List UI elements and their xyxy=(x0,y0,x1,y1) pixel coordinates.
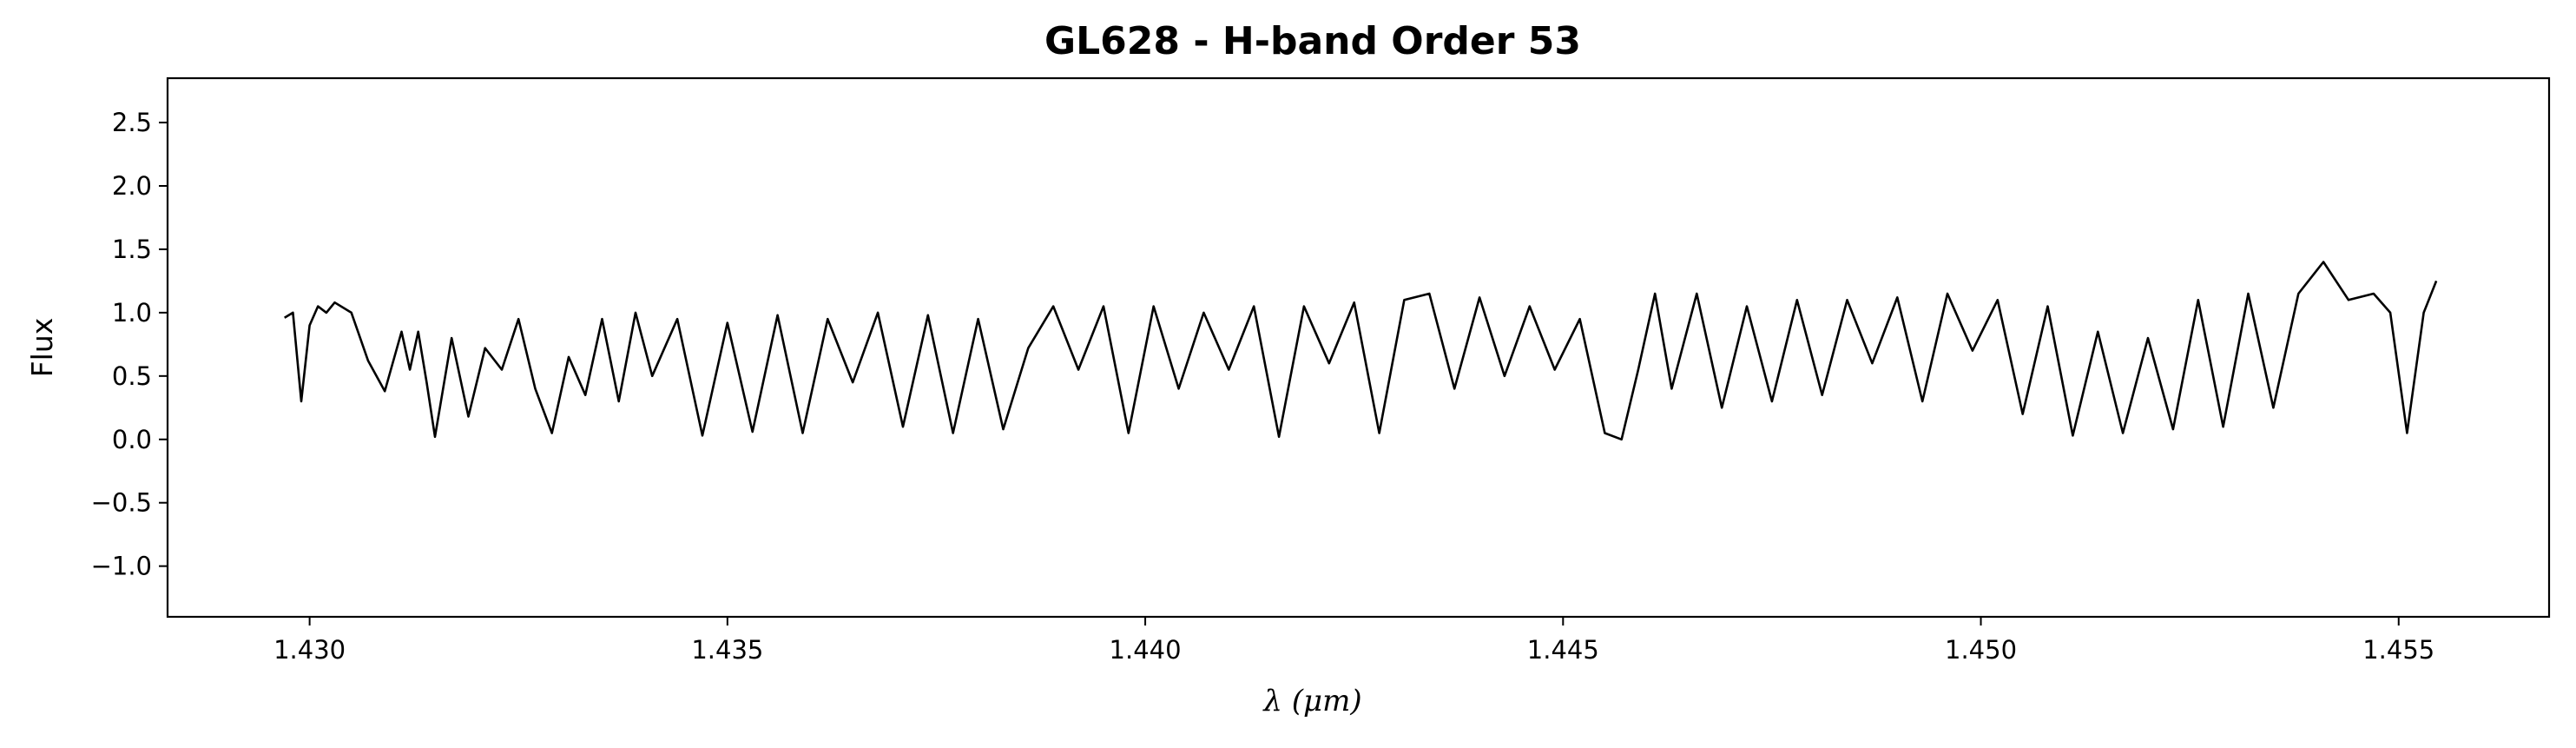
y-tick-label: 2.0 xyxy=(112,171,152,201)
chart-title: GL628 - H-band Order 53 xyxy=(1044,19,1581,63)
y-tick-label: −0.5 xyxy=(91,488,152,518)
y-axis-label: Flux xyxy=(25,318,59,378)
x-tick-label: 1.455 xyxy=(2362,635,2434,665)
y-tick-label: 2.5 xyxy=(112,108,152,137)
y-tick-label: 1.0 xyxy=(112,298,152,328)
x-tick-label: 1.435 xyxy=(691,635,763,665)
y-tick-label: 0.0 xyxy=(112,425,152,454)
x-tick-label: 1.445 xyxy=(1527,635,1599,665)
y-axis: −1.0 −0.5 0.0 0.5 1.0 1.5 2.0 2.5 xyxy=(91,108,168,581)
spectrum-line-series xyxy=(284,261,2438,441)
x-axis-label: λ (μm) xyxy=(1262,684,1361,718)
x-tick-label: 1.440 xyxy=(1110,635,1182,665)
y-tick-label: 1.5 xyxy=(112,235,152,264)
x-axis: 1.430 1.435 1.440 1.445 1.450 1.455 xyxy=(273,617,2434,665)
plot-frame xyxy=(166,76,2551,619)
x-tick-label: 1.450 xyxy=(1945,635,2017,665)
y-tick-label: 0.5 xyxy=(112,361,152,391)
y-tick-label: −1.0 xyxy=(91,552,152,581)
x-tick-label: 1.430 xyxy=(273,635,346,665)
